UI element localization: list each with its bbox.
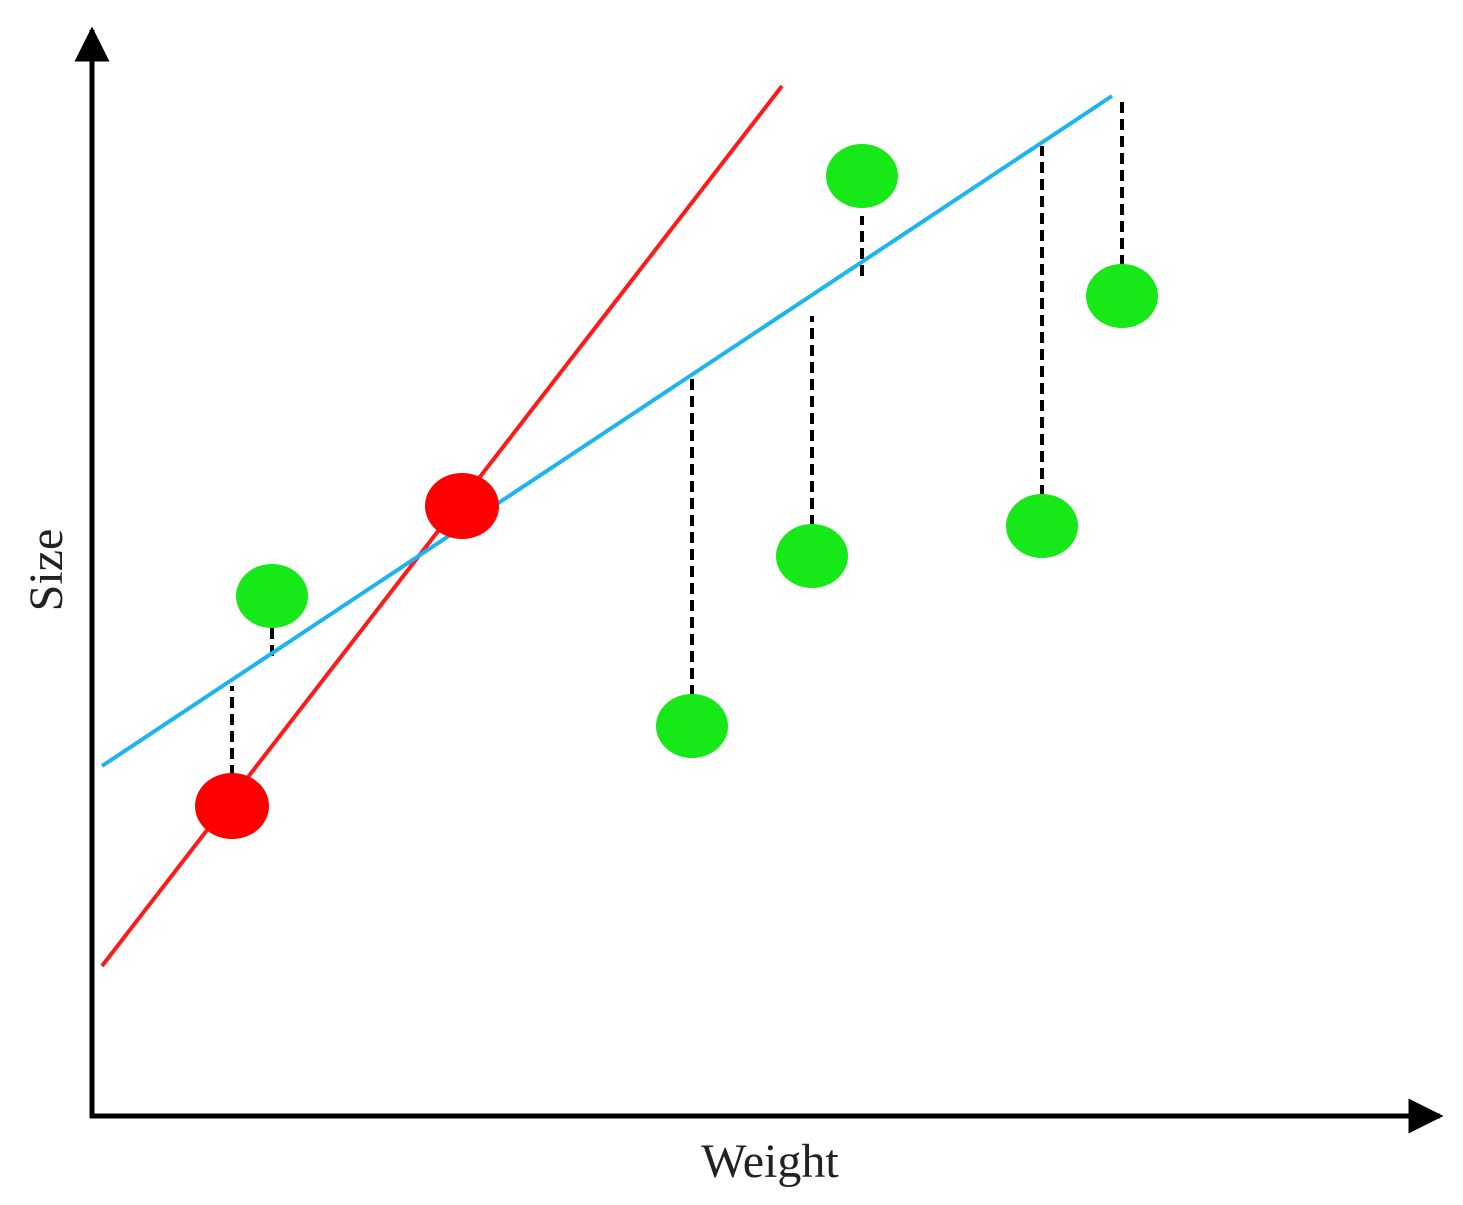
residual-lines (230, 96, 1124, 776)
green-point-2 (656, 694, 728, 758)
fit-lines (100, 84, 1114, 968)
green-point-6 (1086, 264, 1158, 328)
green-point-5 (1006, 494, 1078, 558)
green-point-4 (826, 144, 898, 208)
green-point-1 (236, 564, 308, 628)
green-point-3 (776, 524, 848, 588)
red-point-1 (195, 773, 269, 839)
y-axis-label: Size (20, 529, 73, 612)
blue-fit-line (100, 94, 1114, 768)
x-axis-label: Weight (701, 1135, 839, 1188)
red-point-2 (425, 473, 499, 539)
data-points (195, 144, 1158, 839)
